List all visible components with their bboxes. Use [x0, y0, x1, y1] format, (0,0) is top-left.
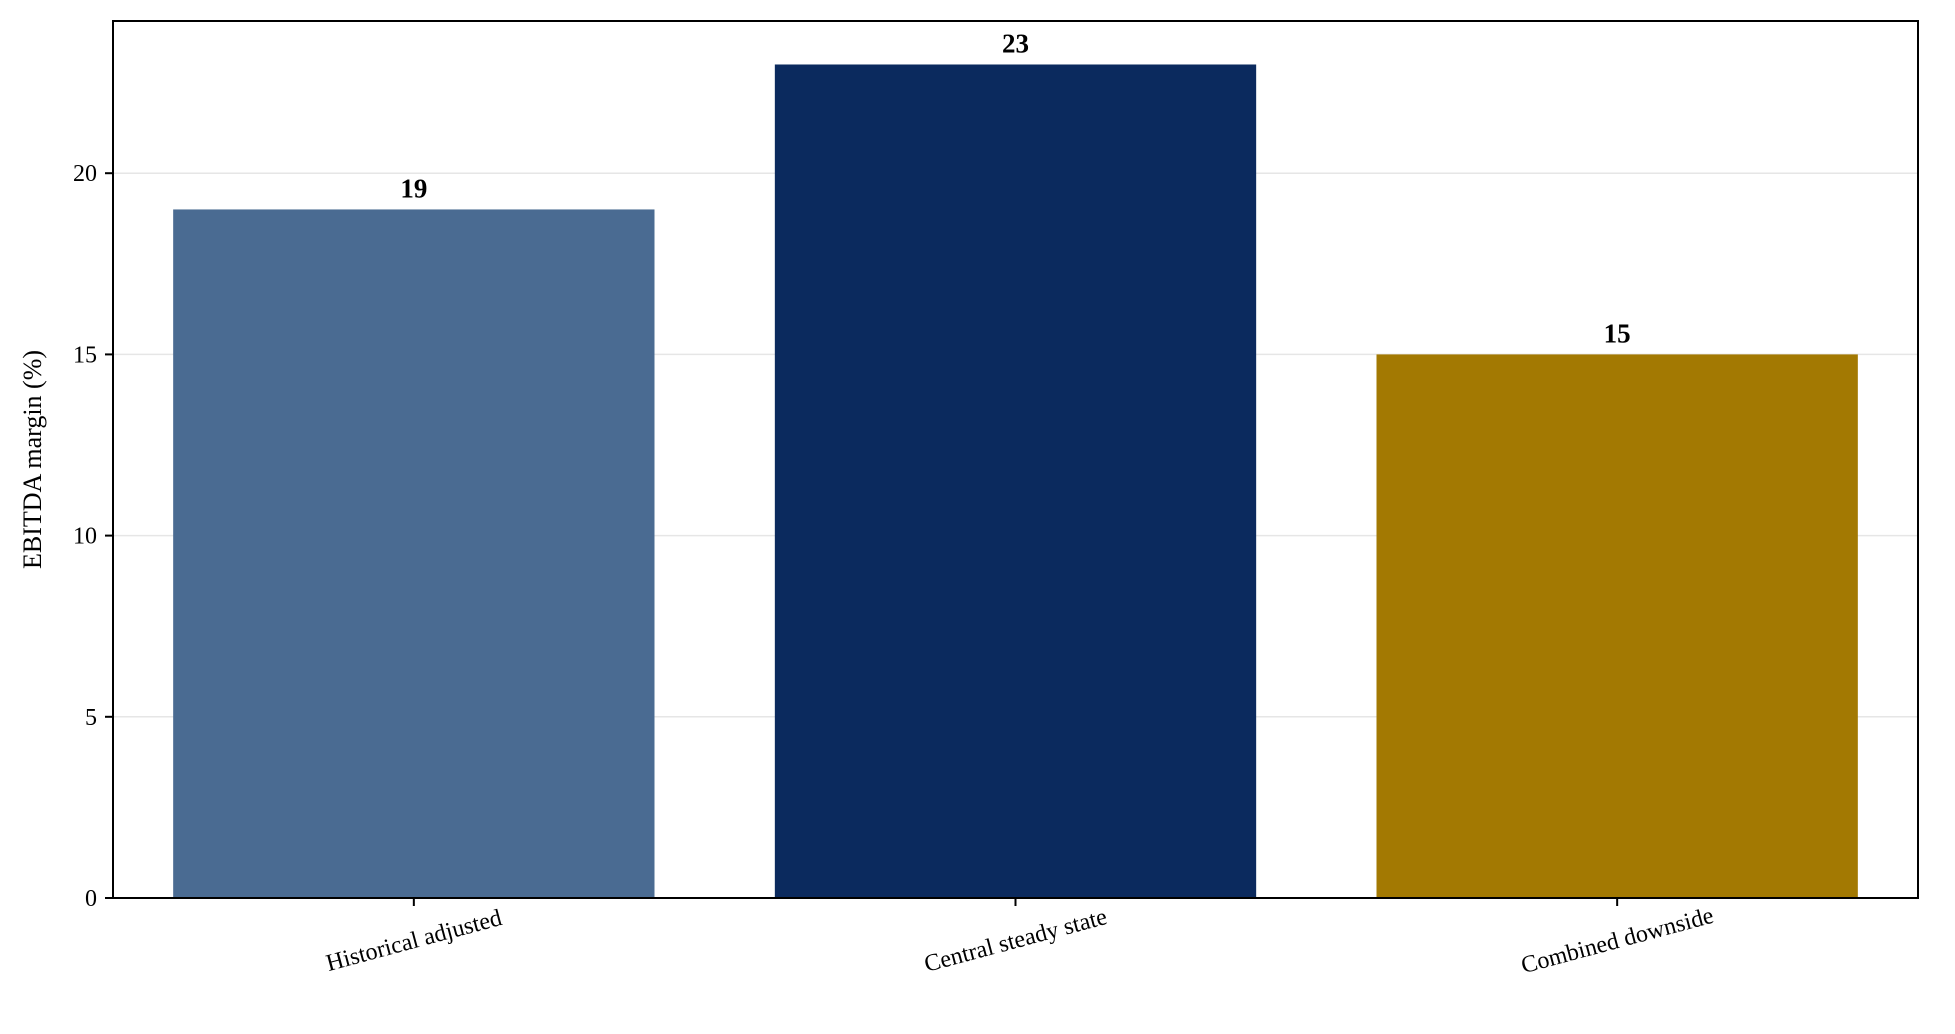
y-tick-label: 20 — [73, 161, 97, 187]
bar — [1376, 354, 1858, 898]
value-labels: 19 23 15 — [400, 28, 1630, 348]
bars — [173, 64, 1858, 898]
y-axis-title: EBITDA margin (%) — [18, 350, 47, 569]
bar-value-label: 23 — [1002, 28, 1029, 58]
bar — [173, 209, 655, 898]
x-axis-ticks: Historical adjusted Central steady state C… — [323, 898, 1716, 979]
x-tick-label: Combined downside — [1518, 903, 1716, 979]
y-tick-label: 10 — [73, 524, 97, 550]
y-axis-ticks: 0 5 10 15 20 — [73, 161, 113, 912]
bar-value-label: 19 — [400, 173, 427, 203]
y-tick-label: 5 — [85, 705, 97, 731]
y-tick-label: 0 — [85, 886, 97, 912]
x-tick-label: Historical adjusted — [323, 905, 504, 977]
bar-value-label: 15 — [1604, 318, 1631, 348]
bar — [774, 64, 1257, 898]
x-tick-label: Central steady state — [922, 904, 1110, 978]
y-tick-label: 15 — [73, 342, 97, 368]
